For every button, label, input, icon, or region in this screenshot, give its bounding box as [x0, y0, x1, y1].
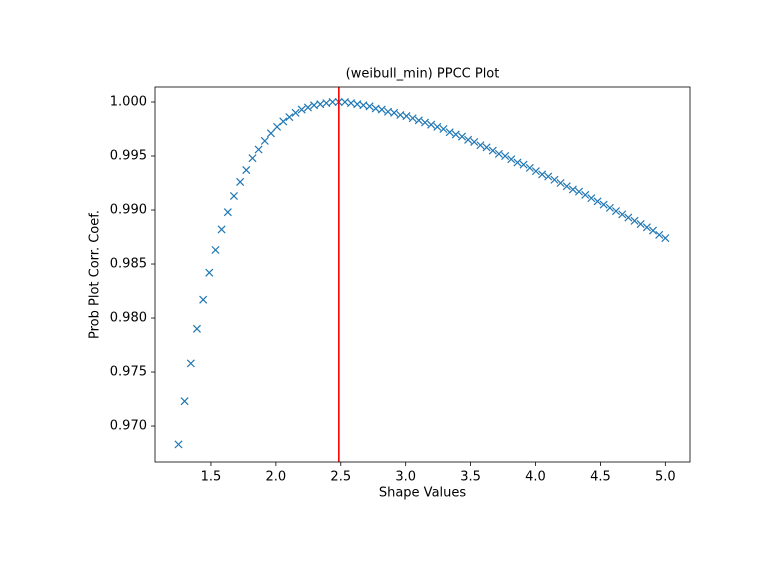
y-axis-label: Prob Plot Corr. Coef. — [88, 210, 103, 339]
x-tick-label: 2.0 — [266, 470, 287, 485]
point-marker — [562, 182, 571, 191]
point-marker — [328, 97, 337, 107]
point-marker — [291, 108, 300, 117]
point-marker — [599, 200, 608, 209]
point-marker — [648, 226, 658, 235]
point-marker — [199, 295, 208, 304]
x-tick-label: 5.0 — [655, 470, 676, 485]
point-marker — [482, 143, 491, 152]
point-marker — [568, 185, 577, 194]
point-marker — [544, 172, 553, 181]
chart-title: (weibull_min) PPCC Plot — [346, 67, 500, 82]
point-marker — [445, 128, 454, 137]
point-marker — [310, 101, 319, 110]
y-tick-label: 0.975 — [110, 365, 147, 380]
point-marker — [574, 187, 584, 196]
point-marker — [365, 102, 374, 111]
point-marker — [347, 99, 356, 108]
point-marker — [501, 151, 510, 161]
y-tick-label: 0.980 — [110, 311, 147, 326]
point-marker — [624, 213, 633, 222]
point-marker — [525, 163, 534, 172]
point-marker — [242, 166, 251, 175]
point-marker — [205, 268, 214, 277]
y-tick-label: 0.990 — [110, 203, 147, 218]
point-marker — [531, 167, 540, 176]
point-marker — [174, 440, 183, 449]
x-tick-label: 1.5 — [201, 470, 222, 485]
x-tick-label: 3.5 — [460, 470, 481, 485]
point-marker — [655, 230, 664, 239]
point-marker — [390, 108, 399, 117]
point-marker — [587, 194, 596, 203]
point-marker — [581, 190, 590, 199]
point-marker — [513, 158, 522, 167]
point-marker — [433, 122, 442, 131]
point-marker — [618, 210, 627, 219]
point-marker — [377, 105, 386, 114]
point-marker — [636, 220, 645, 229]
point-marker — [642, 223, 651, 232]
point-marker — [402, 112, 411, 121]
point-marker — [661, 234, 670, 243]
point-marker — [180, 397, 189, 406]
point-marker — [236, 177, 245, 186]
point-marker — [476, 141, 485, 150]
x-tick-label: 4.5 — [590, 470, 611, 485]
point-marker — [488, 146, 497, 155]
point-marker — [192, 324, 201, 333]
point-marker — [186, 359, 195, 368]
point-marker — [550, 175, 559, 184]
point-marker — [470, 137, 479, 147]
point-marker — [451, 130, 460, 139]
point-marker — [254, 145, 263, 154]
point-marker — [297, 105, 306, 114]
point-marker — [279, 117, 288, 126]
point-marker — [593, 197, 602, 206]
point-marker — [359, 101, 368, 110]
point-marker — [556, 178, 565, 188]
point-marker — [408, 114, 417, 123]
x-tick-label: 3.0 — [395, 470, 416, 485]
point-marker — [421, 118, 430, 127]
y-tick-label: 0.970 — [110, 419, 147, 434]
point-marker — [322, 99, 331, 108]
point-marker — [285, 113, 294, 122]
point-marker — [630, 216, 639, 225]
point-marker — [458, 132, 467, 141]
point-marker — [260, 136, 269, 145]
point-marker — [605, 203, 614, 212]
point-marker — [427, 120, 436, 129]
point-marker — [494, 149, 503, 158]
point-marker — [229, 191, 238, 201]
plot-frame — [154, 86, 691, 463]
x-tick-label: 2.5 — [330, 470, 351, 485]
point-marker — [519, 160, 528, 169]
point-marker — [414, 116, 423, 125]
point-marker — [217, 225, 226, 234]
y-tick-label: 0.985 — [110, 257, 147, 272]
x-tick-label: 4.0 — [525, 470, 546, 485]
point-marker — [507, 155, 516, 164]
point-marker — [266, 129, 275, 138]
point-marker — [223, 208, 232, 217]
point-marker — [248, 154, 257, 163]
point-marker — [303, 103, 312, 112]
point-marker — [538, 170, 547, 179]
point-marker — [439, 124, 448, 134]
y-tick-label: 0.995 — [110, 149, 147, 164]
point-marker — [611, 207, 621, 216]
y-tick-label: 1.000 — [110, 95, 147, 110]
point-marker — [211, 245, 220, 255]
x-axis-label: Shape Values — [379, 486, 467, 501]
point-marker — [464, 135, 473, 144]
